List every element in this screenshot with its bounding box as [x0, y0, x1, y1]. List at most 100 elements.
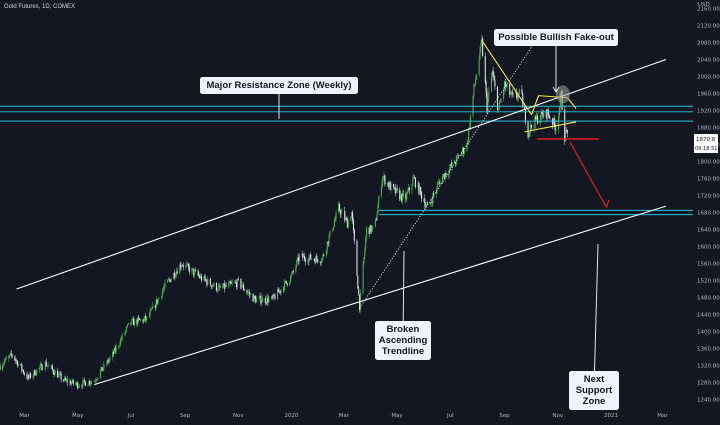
candle: [137, 315, 139, 327]
candle: [246, 288, 248, 296]
candle: [148, 312, 150, 319]
candle: [101, 367, 103, 371]
candle: [65, 378, 67, 381]
candle: [11, 353, 13, 359]
candle: [197, 268, 199, 277]
target-arrow-head: [602, 199, 610, 209]
candle: [494, 76, 496, 90]
x-tick-label: Mar: [19, 413, 30, 419]
candle: [511, 88, 513, 98]
candle: [174, 272, 176, 279]
candle: [9, 350, 12, 358]
candle: [57, 367, 59, 378]
candle: [314, 258, 316, 265]
candle: [566, 129, 568, 138]
channel-lower-line: [94, 205, 667, 386]
candle: [475, 74, 477, 87]
candle: [334, 216, 336, 223]
y-tick-label: 1400.00: [697, 330, 720, 336]
candle: [371, 225, 373, 234]
candle: [265, 301, 267, 305]
candle: [297, 254, 299, 265]
candle: [286, 282, 288, 288]
candle: [524, 106, 526, 126]
candle: [186, 261, 188, 269]
candle: [248, 288, 250, 297]
candle: [218, 283, 220, 287]
candle: [406, 191, 408, 203]
candle: [473, 82, 475, 100]
triangle-left-line: [531, 95, 540, 115]
candle: [399, 187, 401, 202]
candle: [315, 252, 317, 264]
candle: [332, 226, 334, 231]
candle: [472, 95, 474, 119]
candle: [382, 175, 384, 184]
candle: [201, 273, 203, 283]
candle: [142, 318, 144, 325]
candle: [466, 140, 468, 153]
candle: [272, 292, 274, 301]
candle: [347, 218, 349, 230]
candle: [296, 258, 298, 268]
candle: [400, 193, 403, 203]
candle: [381, 176, 383, 189]
candle: [81, 383, 83, 390]
candle: [455, 160, 457, 168]
callout-text: Trendline: [382, 346, 424, 357]
candle: [326, 241, 328, 255]
candle: [565, 127, 567, 135]
candle: [284, 279, 286, 285]
candle: [333, 217, 335, 228]
candle: [365, 235, 367, 251]
candle: [396, 184, 398, 193]
callout-text: Possible Bullish Fake-out: [498, 32, 614, 43]
candle: [377, 201, 379, 214]
candle: [516, 88, 518, 100]
candle: [537, 112, 539, 125]
candle: [418, 181, 420, 196]
candle: [270, 295, 272, 300]
candle: [212, 284, 214, 287]
candle: [433, 190, 435, 198]
candle: [530, 123, 533, 130]
candle: [103, 361, 105, 372]
candle: [255, 295, 257, 304]
candle: [222, 283, 224, 289]
candle: [169, 279, 171, 283]
candle: [46, 362, 48, 367]
callout-text: Broken: [387, 324, 420, 335]
candle: [441, 174, 444, 185]
candle: [358, 286, 360, 296]
candle: [47, 365, 49, 369]
candle: [340, 208, 342, 219]
candle: [28, 373, 30, 380]
candle: [413, 173, 415, 179]
candle: [436, 181, 438, 194]
callout-box: [375, 321, 431, 360]
candle: [57, 371, 60, 378]
candle: [222, 283, 224, 288]
candle: [152, 301, 154, 310]
candle: [451, 161, 453, 171]
candle: [517, 93, 519, 101]
candle: [200, 272, 202, 280]
candle: [145, 313, 147, 323]
candle: [487, 97, 489, 114]
candle: [313, 257, 315, 262]
y-tick-label: 1640.00: [697, 228, 720, 234]
candle: [309, 254, 311, 261]
candle: [490, 72, 492, 93]
candle: [149, 308, 151, 319]
x-tick-label: Nov: [552, 413, 563, 419]
candle: [174, 269, 176, 281]
candle: [407, 184, 410, 193]
candle: [170, 277, 172, 283]
candle: [204, 274, 206, 283]
candle: [335, 209, 337, 222]
y-tick-label: 1960.00: [697, 92, 720, 98]
candle: [72, 379, 74, 386]
candle: [443, 173, 445, 180]
candle: [317, 258, 319, 264]
